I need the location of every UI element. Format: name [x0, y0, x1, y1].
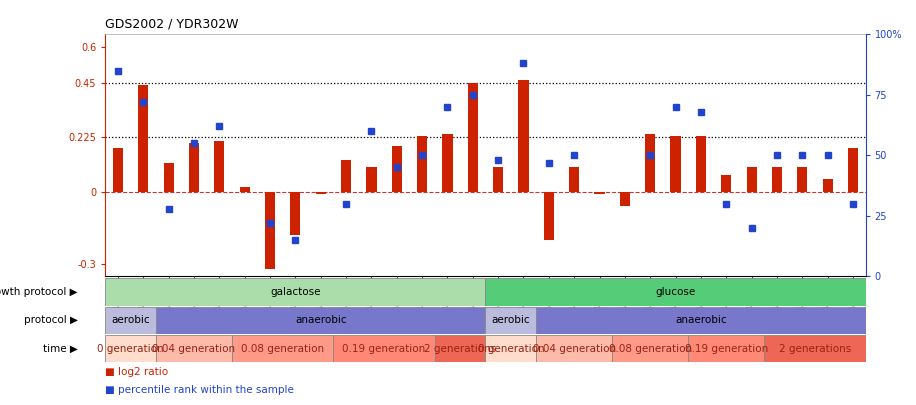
Bar: [536, 307, 866, 334]
Bar: [333, 335, 435, 362]
Text: 2 generations: 2 generations: [779, 344, 851, 354]
Bar: [823, 179, 833, 192]
Bar: [747, 167, 757, 192]
Text: 0.19 generation: 0.19 generation: [684, 344, 768, 354]
Bar: [232, 335, 333, 362]
Bar: [392, 146, 402, 192]
Bar: [156, 335, 232, 362]
Text: aerobic: aerobic: [112, 315, 150, 325]
Text: 0.08 generation: 0.08 generation: [241, 344, 324, 354]
Bar: [341, 160, 351, 192]
Text: 0.04 generation: 0.04 generation: [152, 344, 235, 354]
Bar: [435, 335, 485, 362]
Bar: [493, 167, 503, 192]
Text: anaerobic: anaerobic: [675, 315, 726, 325]
Bar: [138, 85, 148, 192]
Bar: [105, 278, 485, 306]
Bar: [189, 143, 199, 192]
Bar: [442, 134, 453, 192]
Bar: [240, 187, 250, 192]
Text: glucose: glucose: [656, 287, 695, 297]
Bar: [569, 167, 579, 192]
Bar: [594, 192, 605, 194]
Text: aerobic: aerobic: [492, 315, 530, 325]
Bar: [848, 148, 858, 192]
Text: 0 generation: 0 generation: [97, 344, 164, 354]
Bar: [468, 83, 478, 192]
Bar: [485, 307, 536, 334]
Text: anaerobic: anaerobic: [295, 315, 346, 325]
Bar: [417, 136, 427, 192]
Bar: [544, 192, 554, 240]
Bar: [772, 167, 782, 192]
Text: ■ percentile rank within the sample: ■ percentile rank within the sample: [105, 385, 294, 395]
Text: galactose: galactose: [270, 287, 321, 297]
Bar: [316, 192, 326, 194]
Bar: [485, 278, 866, 306]
Text: protocol ▶: protocol ▶: [24, 315, 78, 325]
Bar: [797, 167, 807, 192]
Text: 0.08 generation: 0.08 generation: [608, 344, 692, 354]
Bar: [290, 192, 300, 235]
Text: growth protocol ▶: growth protocol ▶: [0, 287, 78, 297]
Bar: [764, 335, 866, 362]
Bar: [164, 162, 174, 192]
Bar: [156, 307, 485, 334]
Text: ■ log2 ratio: ■ log2 ratio: [105, 367, 169, 377]
Bar: [485, 335, 536, 362]
Text: GDS2002 / YDR302W: GDS2002 / YDR302W: [105, 17, 239, 30]
Text: 0.04 generation: 0.04 generation: [532, 344, 616, 354]
Text: 0.19 generation: 0.19 generation: [343, 344, 426, 354]
Bar: [721, 175, 731, 192]
Bar: [671, 136, 681, 192]
Bar: [620, 192, 630, 206]
Text: 2 generations: 2 generations: [424, 344, 496, 354]
Bar: [612, 335, 688, 362]
Bar: [214, 141, 224, 192]
Bar: [688, 335, 764, 362]
Bar: [696, 136, 706, 192]
Bar: [265, 192, 275, 269]
Text: 0 generation: 0 generation: [477, 344, 544, 354]
Bar: [645, 134, 655, 192]
Text: time ▶: time ▶: [43, 344, 78, 354]
Bar: [366, 167, 376, 192]
Bar: [536, 335, 612, 362]
Bar: [518, 80, 529, 192]
Bar: [105, 307, 156, 334]
Bar: [113, 148, 123, 192]
Bar: [105, 335, 156, 362]
